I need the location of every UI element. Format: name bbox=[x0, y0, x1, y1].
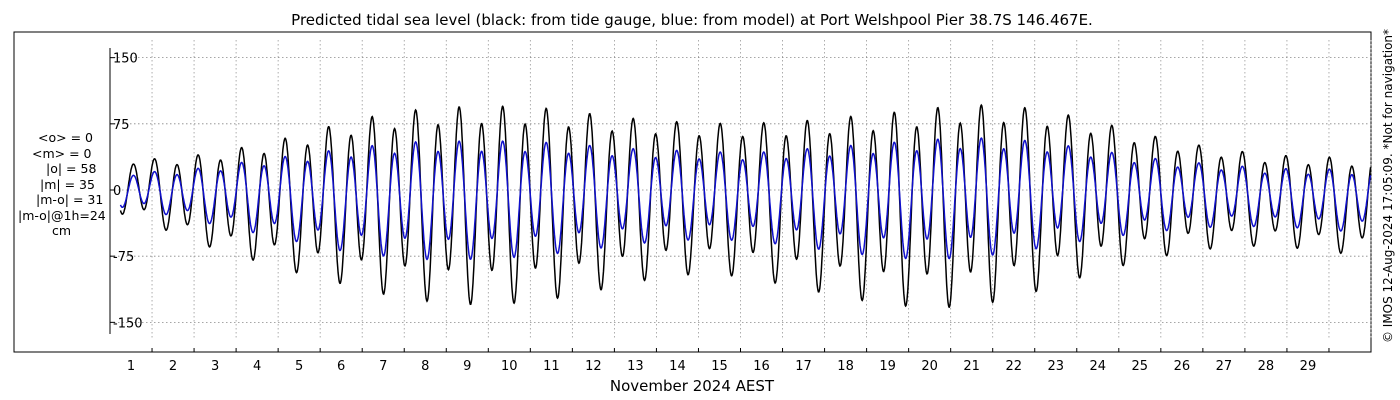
x-tick-label: 29 bbox=[1300, 359, 1317, 374]
x-tick-label: 23 bbox=[1047, 359, 1064, 374]
x-tick-label: 21 bbox=[963, 359, 980, 374]
x-tick-label: 18 bbox=[837, 359, 854, 374]
x-tick-label: 25 bbox=[1132, 359, 1149, 374]
x-tick-label: 13 bbox=[627, 359, 644, 374]
x-axis: 1 2 3 4 5 6 7 8 9 10 11 12 13 14 15 16 17 18 19 20 21 22 23 24 2… bbox=[127, 348, 1372, 374]
stat-abs-model: |m| = 35 bbox=[40, 176, 95, 192]
series-line bbox=[119, 137, 1372, 261]
x-tick-label: 16 bbox=[753, 359, 770, 374]
credit-text: © IMOS 12-Aug-2024 17:05:09. *Not for na… bbox=[1381, 29, 1395, 343]
x-tick-label: 6 bbox=[337, 359, 345, 374]
x-tick-label: 8 bbox=[421, 359, 429, 374]
x-tick-label: 5 bbox=[295, 359, 303, 374]
x-tick-label: 20 bbox=[921, 359, 938, 374]
x-tick-label: 11 bbox=[543, 359, 560, 374]
x-tick-label: 2 bbox=[169, 359, 177, 374]
x-tick-label: 17 bbox=[795, 359, 812, 374]
stat-abs-diff: |m-o| = 31 bbox=[36, 192, 104, 207]
stat-mean-obs: <o> = 0 bbox=[38, 130, 93, 145]
chart-title: Predicted tidal sea level (black: from t… bbox=[291, 11, 1093, 29]
y-tick-label: -150 bbox=[113, 316, 143, 331]
y-axis: 150 75 0 -75 -150 bbox=[109, 48, 143, 334]
x-tick-label: 26 bbox=[1174, 359, 1191, 374]
y-tick-label: 75 bbox=[113, 118, 130, 133]
y-tick-label: 0 bbox=[113, 184, 121, 199]
x-tick-label: 24 bbox=[1090, 359, 1107, 374]
x-tick-label: 15 bbox=[711, 359, 728, 374]
x-tick-label: 12 bbox=[585, 359, 602, 374]
stat-abs-obs: |o| = 58 bbox=[46, 161, 97, 176]
x-tick-label: 22 bbox=[1005, 359, 1022, 374]
stat-abs-diff-1h: |m-o|@1h=24 bbox=[18, 207, 106, 223]
y-tick-label: -75 bbox=[113, 250, 134, 265]
series-line bbox=[119, 103, 1372, 308]
outer-frame bbox=[13, 31, 1372, 353]
x-tick-label: 1 bbox=[127, 359, 135, 374]
x-tick-label: 7 bbox=[379, 359, 387, 374]
stat-mean-model: <m> = 0 bbox=[32, 145, 92, 161]
stat-unit: cm bbox=[52, 223, 72, 238]
x-tick-label: 3 bbox=[211, 359, 219, 374]
series-layer bbox=[119, 103, 1372, 308]
x-tick-label: 27 bbox=[1216, 359, 1233, 374]
stats-panel: <o> = 0 <m> = 0 |o| = 58 |m| = 35 |m-o| … bbox=[14, 130, 114, 239]
x-tick-label: 19 bbox=[879, 359, 896, 374]
x-tick-label: 4 bbox=[253, 359, 261, 374]
x-tick-label: 9 bbox=[463, 359, 471, 374]
y-tick-label: 150 bbox=[113, 52, 138, 67]
x-tick-label: 10 bbox=[501, 359, 518, 374]
x-axis-label: November 2024 AEST bbox=[610, 377, 775, 395]
x-tick-label: 28 bbox=[1258, 359, 1275, 374]
x-tick-label: 14 bbox=[669, 359, 686, 374]
